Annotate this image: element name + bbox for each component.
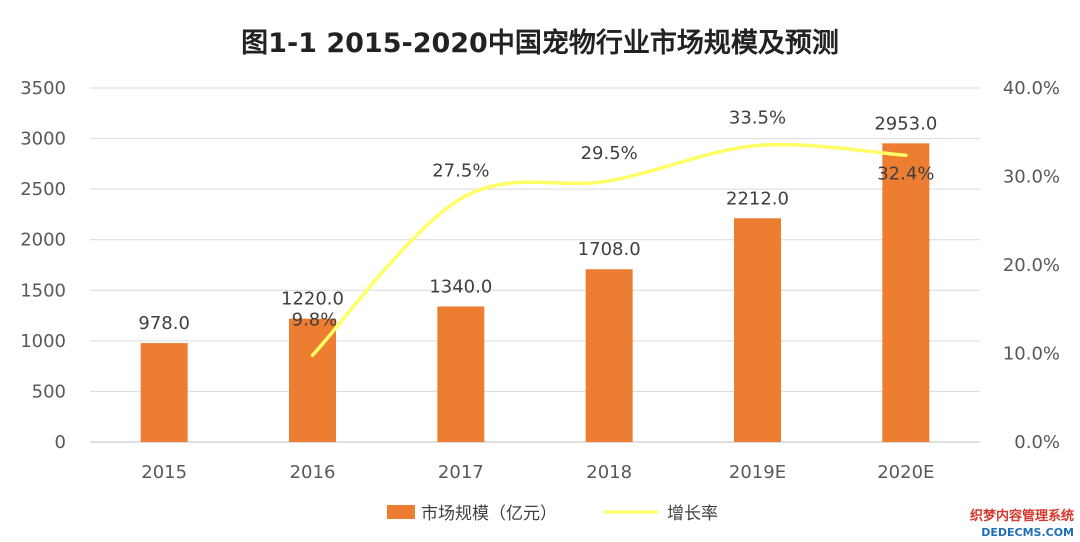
line-data-label: 33.5% [729, 108, 786, 129]
gridlines [90, 87, 980, 443]
bar-data-label: 1708.0 [578, 239, 641, 260]
left-tick-label: 2000 [20, 230, 66, 251]
line-data-label: 32.4% [877, 163, 934, 184]
left-tick-label: 500 [32, 381, 66, 402]
left-tick-label: 1500 [20, 280, 66, 301]
data-labels: 978.0 1220.0 1340.0 1708.0 2212.0 2953.0 9.8% 2… [138, 108, 937, 335]
watermark-line2: DEDECMS.COM [981, 526, 1074, 539]
line-series [310, 142, 908, 358]
x-tick-label: 2019E [729, 462, 786, 483]
line-data-label: 27.5% [432, 161, 489, 182]
bar-data-label: 1340.0 [429, 276, 492, 297]
left-tick-label: 3000 [20, 129, 66, 150]
left-tick-label: 1000 [20, 331, 66, 352]
bar-data-label: 2212.0 [726, 188, 789, 209]
line-data-label: 29.5% [581, 143, 638, 164]
right-axis: 0.0% 10.0% 20.0% 30.0% 40.0% [1003, 78, 1060, 453]
right-tick-label: 20.0% [1003, 255, 1060, 276]
bar [585, 269, 633, 442]
x-tick-label: 2018 [586, 462, 632, 483]
line-data-label: 9.8% [292, 309, 338, 330]
x-tick-label: 2020E [877, 462, 934, 483]
right-tick-label: 30.0% [1003, 167, 1060, 188]
bar-series [140, 143, 930, 443]
bar [140, 343, 188, 442]
x-axis: 2015 2016 2017 2018 2019E 2020E [141, 462, 934, 483]
bar [734, 218, 781, 442]
bar-data-label: 1220.0 [281, 289, 344, 310]
x-tick-label: 2017 [438, 462, 484, 483]
legend-bar-label: 市场规模（亿元） [421, 504, 557, 524]
bar [437, 306, 485, 442]
right-tick-label: 40.0% [1003, 78, 1060, 99]
bar-data-label: 2953.0 [874, 113, 937, 134]
x-tick-label: 2016 [290, 462, 336, 483]
chart-title: 图1-1 2015-2020中国宠物行业市场规模及预测 [241, 27, 839, 59]
bar-data-label: 978.0 [138, 313, 190, 334]
legend-bar-swatch [387, 505, 415, 519]
left-tick-label: 2500 [20, 179, 66, 200]
right-tick-label: 10.0% [1003, 344, 1060, 365]
left-tick-label: 3500 [20, 78, 66, 99]
x-tick-label: 2015 [141, 462, 187, 483]
left-tick-label: 0 [55, 432, 66, 453]
watermark-line1: 织梦内容管理系统 [970, 508, 1074, 524]
legend: 市场规模（亿元） 增长率 [387, 504, 718, 524]
watermark: 织梦内容管理系统 DEDECMS.COM [970, 508, 1074, 539]
legend-line-label: 增长率 [667, 504, 718, 524]
growth-rate-line [310, 142, 908, 358]
right-tick-label: 0.0% [1014, 432, 1060, 453]
left-axis: 0 500 1000 1500 2000 2500 3000 3500 [20, 78, 66, 453]
bar [882, 143, 930, 443]
